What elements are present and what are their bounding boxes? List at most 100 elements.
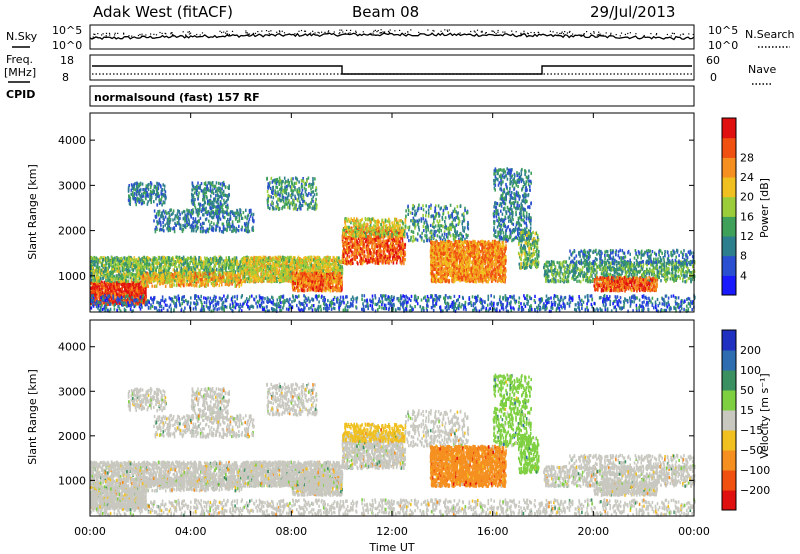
- power-cell: [245, 270, 247, 273]
- nsearch-point: [594, 33, 595, 34]
- power-cell: [326, 259, 328, 262]
- power-cell: [314, 287, 316, 290]
- power-cell: [181, 275, 183, 278]
- power-cell: [96, 290, 98, 293]
- power-cell: [121, 263, 123, 266]
- power-cell: [110, 261, 112, 264]
- power-cell: [218, 265, 220, 268]
- power-cell: [194, 284, 196, 287]
- power-cell: [226, 277, 228, 280]
- power-cell: [315, 266, 317, 269]
- power-cell: [127, 261, 129, 264]
- power-cell: [94, 287, 96, 290]
- nsearch-point: [141, 34, 142, 35]
- power-cell: [99, 280, 101, 283]
- power-cell: [265, 260, 267, 263]
- power-cell: [210, 262, 212, 265]
- power-cell: [134, 284, 136, 287]
- power-cell: [321, 275, 323, 278]
- nsearch-point: [266, 30, 267, 31]
- power-cell: [219, 273, 221, 276]
- power-cell: [312, 266, 314, 269]
- power-cell: [172, 273, 174, 276]
- nsearch-point: [318, 32, 319, 33]
- nsearch-point: [561, 33, 562, 34]
- nsearch-point: [376, 31, 377, 32]
- power-cell: [294, 282, 296, 285]
- power-cell: [339, 260, 341, 263]
- nsearch-point: [516, 31, 517, 32]
- nsearch-point: [339, 30, 340, 31]
- power-cell: [152, 278, 154, 281]
- power-cell: [296, 263, 298, 266]
- power-cell: [199, 260, 201, 263]
- power-cell: [276, 277, 278, 280]
- power-cell: [318, 277, 320, 280]
- nsearch-point: [504, 32, 505, 33]
- power-cell: [324, 264, 326, 267]
- power-cell: [268, 273, 270, 276]
- nsearch-point: [106, 33, 107, 34]
- power-cell: [132, 273, 134, 276]
- power-cell: [118, 277, 120, 280]
- power-cell: [234, 256, 236, 259]
- power-cell: [194, 268, 196, 271]
- nsearch-point: [370, 33, 371, 34]
- power-cell: [180, 267, 182, 270]
- power-cell: [236, 260, 238, 263]
- power-cell: [103, 270, 105, 273]
- power-cell: [117, 288, 119, 291]
- power-cell: [124, 262, 126, 265]
- power-cell: [93, 257, 95, 260]
- power-cell: [179, 256, 181, 259]
- nsearch-point: [153, 34, 154, 35]
- nsearch-point: [229, 34, 230, 35]
- nsearch-point: [141, 36, 142, 37]
- power-cell: [287, 278, 289, 281]
- power-cell: [259, 277, 261, 280]
- power-cell: [179, 280, 181, 283]
- power-cell: [309, 288, 311, 291]
- power-cell: [282, 274, 284, 277]
- power-cell: [152, 258, 154, 261]
- power-cell: [329, 262, 331, 265]
- power-cell: [107, 270, 109, 273]
- nsearch-point: [553, 31, 554, 32]
- power-cell: [151, 259, 153, 262]
- power-cell: [165, 281, 167, 284]
- power-cell: [122, 268, 124, 271]
- nsearch-point: [597, 35, 598, 36]
- power-cell: [292, 278, 294, 281]
- power-cell: [225, 273, 227, 276]
- power-cell: [97, 273, 99, 276]
- power-cell: [252, 260, 254, 263]
- nsearch-point: [348, 33, 349, 34]
- nsearch-point: [688, 33, 689, 34]
- power-cell: [113, 258, 115, 261]
- power-cell: [107, 267, 109, 270]
- power-cell: [159, 264, 161, 267]
- nsearch-point: [319, 32, 320, 33]
- power-cell: [121, 257, 123, 260]
- power-cell: [103, 264, 105, 267]
- nave-label: Nave: [748, 63, 776, 76]
- power-cell: [179, 265, 181, 268]
- nsearch-point: [115, 33, 116, 34]
- nsearch-point: [269, 33, 270, 34]
- power-cell: [328, 275, 330, 278]
- power-cell: [105, 267, 107, 270]
- power-cell: [124, 286, 126, 289]
- power-cell: [232, 280, 234, 283]
- power-cell: [129, 283, 131, 286]
- power-cell: [219, 284, 221, 287]
- power-cell: [319, 266, 321, 269]
- power-cell: [307, 272, 309, 275]
- nsearch-point: [583, 34, 584, 35]
- power-cell: [294, 274, 296, 277]
- power-cell: [278, 271, 280, 274]
- power-cell: [314, 257, 316, 260]
- nsearch-point: [441, 31, 442, 32]
- nsearch-point: [248, 34, 249, 35]
- power-cell: [289, 256, 291, 259]
- power-cell: [105, 275, 107, 278]
